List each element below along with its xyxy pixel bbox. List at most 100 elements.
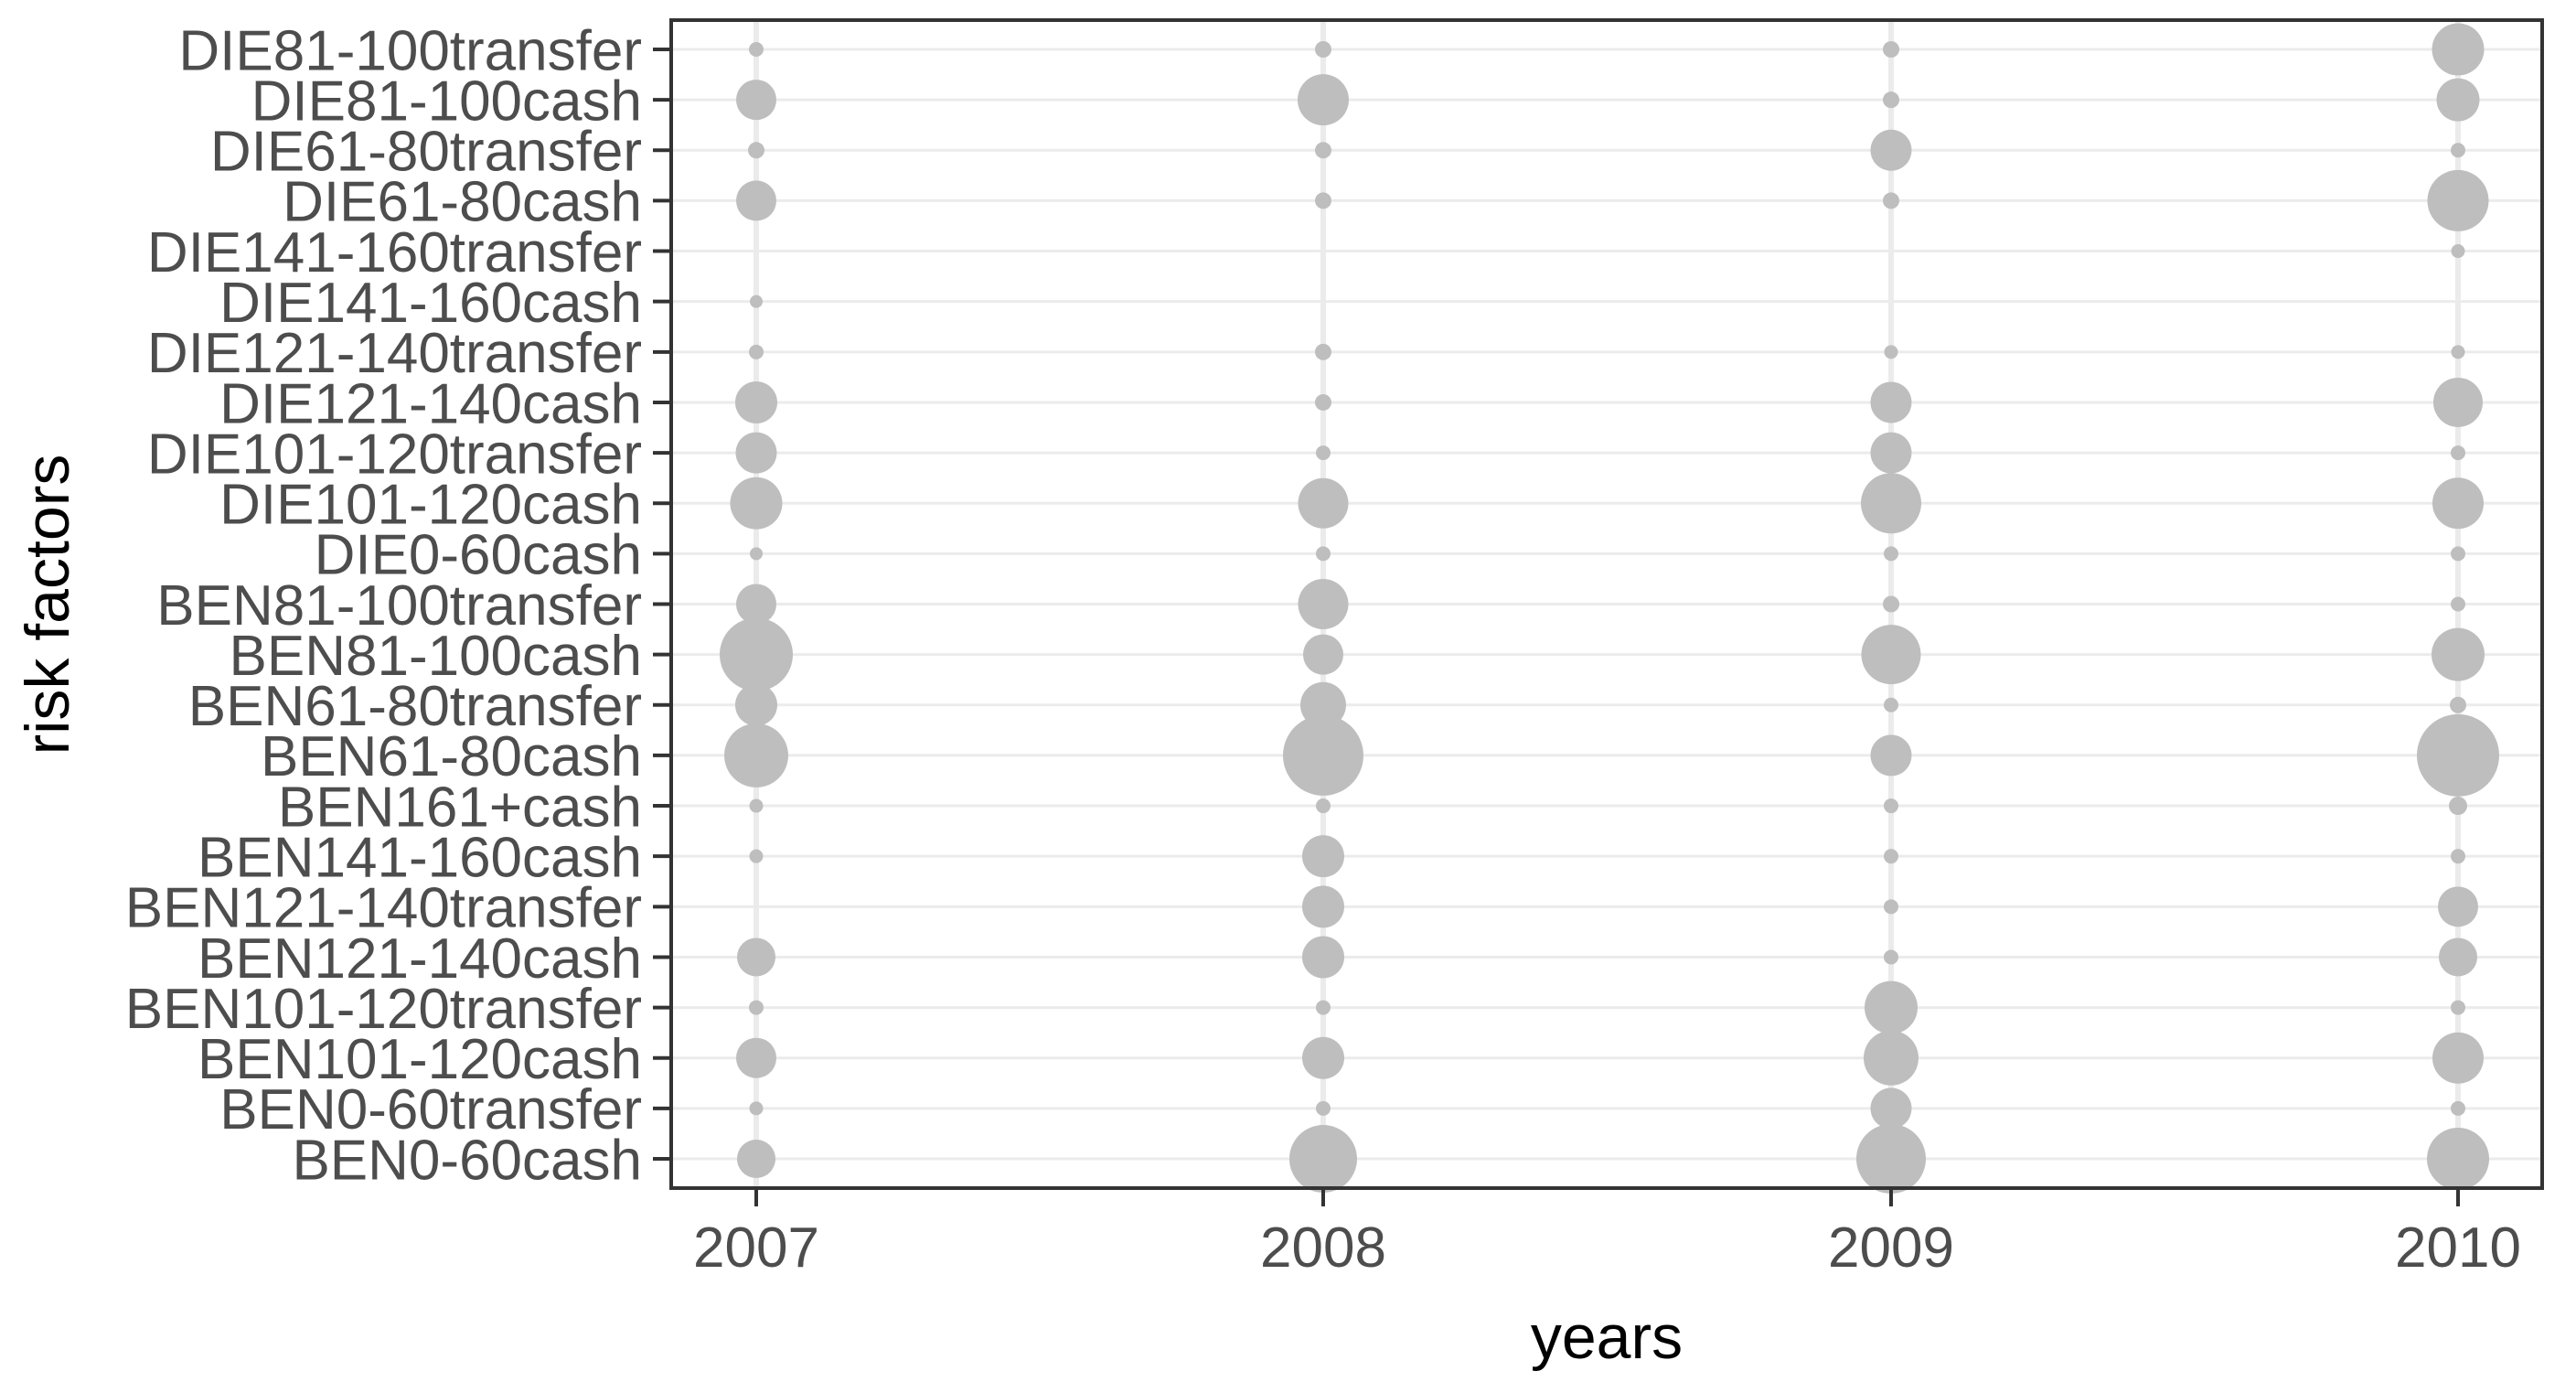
y-tick-label: DIE61-80cash bbox=[283, 171, 642, 234]
bubble bbox=[2451, 596, 2465, 612]
bubble bbox=[749, 42, 764, 57]
y-tick-label: DIE81-100cash bbox=[251, 70, 642, 133]
bubble bbox=[2450, 696, 2466, 713]
bubble bbox=[1283, 714, 1363, 796]
bubble bbox=[1884, 697, 1898, 712]
bubble bbox=[1316, 1100, 1331, 1116]
x-tick-label: 2008 bbox=[1260, 1216, 1386, 1280]
bubble bbox=[749, 1000, 764, 1015]
bubble bbox=[1884, 798, 1898, 814]
x-axis-title: years bbox=[1530, 1302, 1683, 1372]
bubble bbox=[1302, 1036, 1344, 1079]
bubble bbox=[1884, 849, 1898, 864]
bubble bbox=[1870, 432, 1912, 474]
bubble bbox=[1302, 936, 1344, 979]
bubble bbox=[2451, 849, 2465, 864]
bubble bbox=[1316, 798, 1331, 814]
bubble bbox=[1289, 1125, 1357, 1193]
bubble bbox=[750, 295, 763, 308]
bubble bbox=[750, 547, 763, 561]
bubble bbox=[1302, 835, 1344, 878]
bubble bbox=[736, 180, 776, 221]
y-tick-label: DIE61-80transfer bbox=[210, 121, 642, 184]
bubble bbox=[2433, 377, 2483, 427]
y-tick-label: BEN101-120transfer bbox=[125, 978, 642, 1041]
y-tick-label: BEN161+cash bbox=[278, 776, 642, 839]
y-tick-label: BEN81-100transfer bbox=[156, 574, 642, 637]
bubble bbox=[1870, 381, 1912, 423]
bubble bbox=[1883, 595, 1899, 613]
bubble bbox=[1316, 1000, 1331, 1015]
bubble bbox=[724, 723, 788, 787]
bubble bbox=[2451, 345, 2465, 359]
bubble bbox=[1315, 142, 1331, 159]
bubble bbox=[1883, 192, 1899, 209]
bubble bbox=[720, 617, 793, 691]
bubble bbox=[1298, 579, 1349, 629]
y-tick-label: BEN141-160cash bbox=[198, 827, 642, 890]
bubble bbox=[2427, 169, 2489, 231]
y-tick-label: DIE0-60cash bbox=[315, 524, 642, 587]
bubble bbox=[1302, 885, 1344, 928]
bubble bbox=[1315, 343, 1331, 360]
x-tick-label: 2010 bbox=[2395, 1216, 2521, 1280]
y-tick-label: DIE141-160cash bbox=[219, 272, 642, 335]
bubble bbox=[730, 477, 783, 530]
y-tick-label: DIE101-120cash bbox=[219, 474, 642, 537]
y-tick-label: BEN121-140cash bbox=[198, 927, 642, 991]
bubble bbox=[1870, 734, 1912, 777]
bubble bbox=[1315, 41, 1331, 58]
bubble bbox=[2417, 713, 2499, 797]
bubble bbox=[1315, 393, 1331, 411]
bubble bbox=[1856, 1124, 1926, 1194]
bubble bbox=[1884, 345, 1898, 359]
bubble bbox=[736, 584, 776, 625]
bubble bbox=[749, 344, 764, 359]
bubble bbox=[2432, 1032, 2484, 1084]
y-tick-label: DIE121-140transfer bbox=[147, 322, 642, 385]
bubble bbox=[1303, 634, 1343, 675]
bubble bbox=[2432, 23, 2485, 76]
bubble bbox=[737, 937, 775, 977]
bubble bbox=[2432, 627, 2485, 681]
bubble bbox=[2451, 1000, 2465, 1015]
bubble bbox=[1298, 477, 1349, 529]
bubble bbox=[1870, 129, 1912, 171]
bubble bbox=[735, 380, 777, 423]
y-tick-label: BEN0-60cash bbox=[292, 1129, 642, 1192]
bubble bbox=[2451, 143, 2465, 158]
bubble bbox=[748, 142, 764, 159]
y-tick-label: DIE141-160transfer bbox=[147, 221, 642, 284]
y-tick-label: BEN101-120cash bbox=[198, 1028, 642, 1091]
bubble bbox=[1884, 899, 1898, 915]
bubble bbox=[2451, 1100, 2465, 1116]
bubble bbox=[1300, 681, 1346, 728]
bubble bbox=[2438, 886, 2478, 927]
bubble bbox=[1316, 445, 1331, 461]
y-tick-label: DIE121-140cash bbox=[219, 372, 642, 435]
y-tick-label: BEN121-140transfer bbox=[125, 877, 642, 940]
x-tick-label: 2009 bbox=[1828, 1216, 1954, 1280]
bubble bbox=[749, 798, 764, 813]
y-tick-label: DIE81-100transfer bbox=[178, 19, 642, 82]
bubble bbox=[1865, 980, 1918, 1034]
bubble bbox=[1883, 41, 1899, 58]
bubble bbox=[2427, 1128, 2489, 1190]
y-axis-title: risk factors bbox=[13, 454, 82, 755]
bubble bbox=[2451, 445, 2465, 461]
bubble bbox=[1298, 74, 1349, 126]
y-tick-label: BEN81-100cash bbox=[230, 625, 643, 688]
y-tick-label: BEN0-60transfer bbox=[219, 1078, 642, 1141]
y-tick-label: DIE101-120transfer bbox=[147, 423, 642, 486]
bubble bbox=[2439, 937, 2477, 977]
bubble bbox=[737, 1140, 775, 1178]
bubble bbox=[1861, 473, 1921, 534]
bubble bbox=[749, 1101, 764, 1116]
bubble bbox=[1316, 546, 1331, 562]
bubble bbox=[2436, 78, 2480, 122]
bubble bbox=[736, 80, 776, 121]
bubble bbox=[735, 683, 777, 726]
bubble bbox=[749, 849, 764, 863]
